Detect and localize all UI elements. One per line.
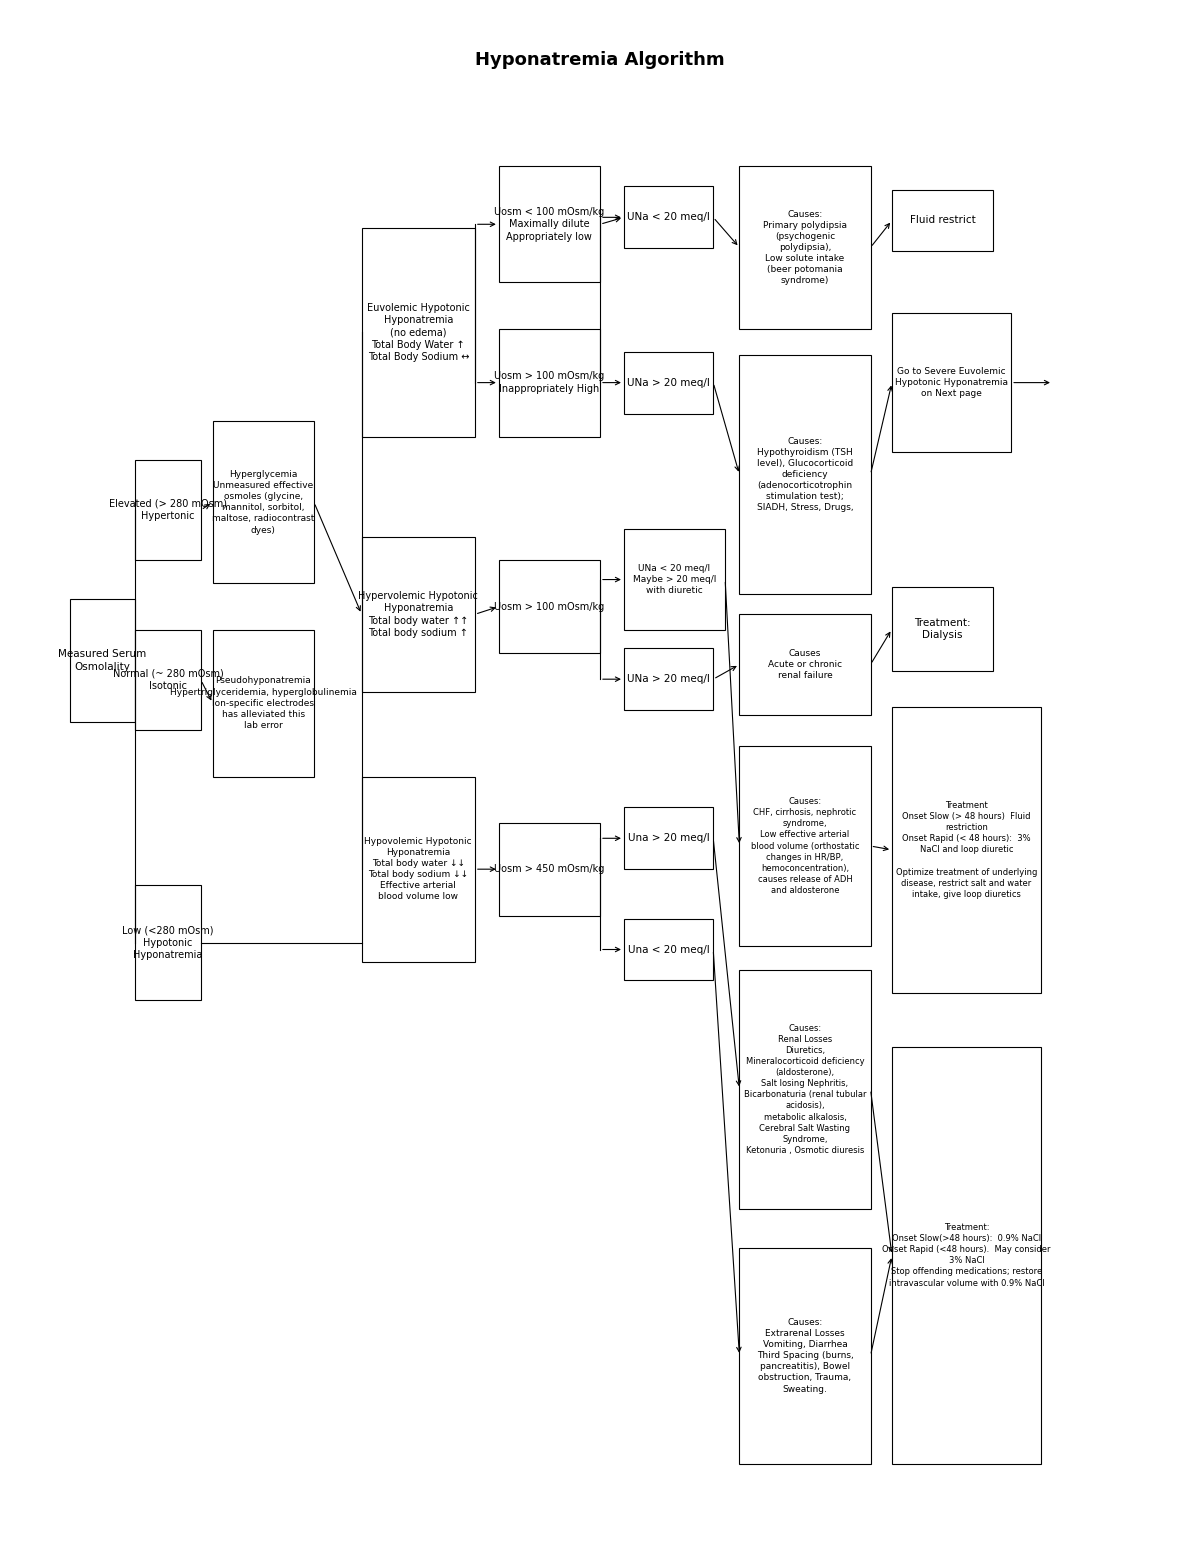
Text: Pseudohyponatremia
Hypertriglyceridemia, hyperglobulinemia
Ion-specific electrod: Pseudohyponatremia Hypertriglyceridemia,… [170, 677, 356, 730]
Text: Euvolemic Hypotonic
Hyponatremia
(no edema)
Total Body Water ↑
Total Body Sodium: Euvolemic Hypotonic Hyponatremia (no ede… [367, 303, 469, 362]
Text: Hypovolemic Hypotonic
Hyponatremia
Total body water ↓↓
Total body sodium ↓↓
Effe: Hypovolemic Hypotonic Hyponatremia Total… [365, 837, 472, 901]
Text: Hypervolemic Hypotonic
Hyponatremia
Total body water ↑↑
Total body sodium ↑: Hypervolemic Hypotonic Hyponatremia Tota… [359, 590, 479, 638]
Text: Causes:
Extrarenal Losses
Vomiting, Diarrhea
Third Spacing (burns,
pancreatitis): Causes: Extrarenal Losses Vomiting, Diar… [756, 1318, 853, 1393]
FancyBboxPatch shape [739, 745, 870, 946]
FancyBboxPatch shape [361, 776, 475, 961]
Text: Uosm > 100 mOsm/kg: Uosm > 100 mOsm/kg [494, 601, 605, 612]
Text: Una > 20 meq/l: Una > 20 meq/l [628, 834, 709, 843]
Text: Causes:
Renal Losses
Diuretics,
Mineralocorticoid deficiency
(aldosterone),
Salt: Causes: Renal Losses Diuretics, Mineralo… [744, 1023, 866, 1155]
Text: UNa < 20 meq/l: UNa < 20 meq/l [628, 213, 710, 222]
FancyBboxPatch shape [624, 186, 713, 248]
Text: Normal (~ 280 mOsm)
Isotonic: Normal (~ 280 mOsm) Isotonic [113, 669, 223, 691]
Text: Causes:
CHF, cirrhosis, nephrotic
syndrome,
Low effective arterial
blood volume : Causes: CHF, cirrhosis, nephrotic syndro… [751, 797, 859, 895]
FancyBboxPatch shape [70, 599, 136, 722]
Text: Elevated (> 280 mOsm)
Hypertonic: Elevated (> 280 mOsm) Hypertonic [109, 499, 227, 522]
FancyBboxPatch shape [892, 707, 1040, 992]
Text: Low (<280 mOsm)
Hypotonic
Hyponatremia: Low (<280 mOsm) Hypotonic Hyponatremia [122, 926, 214, 960]
FancyBboxPatch shape [624, 808, 713, 870]
FancyBboxPatch shape [624, 648, 713, 710]
FancyBboxPatch shape [136, 460, 200, 561]
Text: Fluid restrict: Fluid restrict [910, 216, 976, 225]
Text: Uosm > 100 mOsm/kg
Inappropriately High: Uosm > 100 mOsm/kg Inappropriately High [494, 371, 605, 394]
FancyBboxPatch shape [892, 1047, 1040, 1464]
Text: Uosm > 450 mOsm/kg: Uosm > 450 mOsm/kg [494, 863, 605, 874]
FancyBboxPatch shape [361, 537, 475, 691]
FancyBboxPatch shape [136, 631, 200, 730]
FancyBboxPatch shape [739, 615, 870, 714]
FancyBboxPatch shape [212, 421, 314, 584]
Text: Treatment:
Onset Slow(>48 hours):  0.9% NaCl
Onset Rapid (<48 hours).  May consi: Treatment: Onset Slow(>48 hours): 0.9% N… [882, 1224, 1051, 1287]
FancyBboxPatch shape [499, 166, 600, 283]
FancyBboxPatch shape [892, 314, 1012, 452]
Text: Uosm < 100 mOsm/kg
Maximally dilute
Appropriately low: Uosm < 100 mOsm/kg Maximally dilute Appr… [494, 207, 605, 242]
FancyBboxPatch shape [892, 587, 994, 671]
Text: Measured Serum
Osmolality: Measured Serum Osmolality [59, 649, 146, 672]
FancyBboxPatch shape [212, 631, 314, 776]
FancyBboxPatch shape [624, 351, 713, 413]
FancyBboxPatch shape [499, 561, 600, 652]
Text: Treatment
Onset Slow (> 48 hours)  Fluid
restriction
Onset Rapid (< 48 hours):  : Treatment Onset Slow (> 48 hours) Fluid … [895, 801, 1037, 899]
Text: UNa > 20 meq/l: UNa > 20 meq/l [628, 377, 710, 388]
FancyBboxPatch shape [739, 969, 870, 1208]
Text: Causes:
Primary polydipsia
(psychogenic
polydipsia),
Low solute intake
(beer pot: Causes: Primary polydipsia (psychogenic … [763, 210, 847, 286]
FancyBboxPatch shape [499, 329, 600, 436]
FancyBboxPatch shape [624, 919, 713, 980]
Text: UNa > 20 meq/l: UNa > 20 meq/l [628, 674, 710, 685]
FancyBboxPatch shape [739, 166, 870, 329]
Text: Una < 20 meq/l: Una < 20 meq/l [628, 944, 709, 955]
Text: UNa < 20 meq/l
Maybe > 20 meq/l
with diuretic: UNa < 20 meq/l Maybe > 20 meq/l with diu… [632, 564, 716, 595]
FancyBboxPatch shape [739, 354, 870, 595]
Text: Treatment:
Dialysis: Treatment: Dialysis [914, 618, 971, 640]
Text: Go to Severe Euvolemic
Hypotonic Hyponatremia
on Next page: Go to Severe Euvolemic Hypotonic Hyponat… [895, 367, 1008, 398]
Text: Causes:
Hypothyroidism (TSH
level), Glucocorticoid
deficiency
(adenocorticotroph: Causes: Hypothyroidism (TSH level), Gluc… [757, 436, 853, 512]
Text: Hyponatremia Algorithm: Hyponatremia Algorithm [475, 51, 725, 68]
FancyBboxPatch shape [739, 1247, 870, 1464]
FancyBboxPatch shape [624, 530, 725, 631]
FancyBboxPatch shape [136, 885, 200, 1000]
Text: Hyperglycemia
Unmeasured effective
osmoles (glycine,
mannitol, sorbitol,
maltose: Hyperglycemia Unmeasured effective osmol… [212, 471, 314, 534]
FancyBboxPatch shape [499, 823, 600, 916]
Text: Causes
Acute or chronic
renal failure: Causes Acute or chronic renal failure [768, 649, 842, 680]
FancyBboxPatch shape [892, 189, 994, 252]
FancyBboxPatch shape [361, 228, 475, 436]
